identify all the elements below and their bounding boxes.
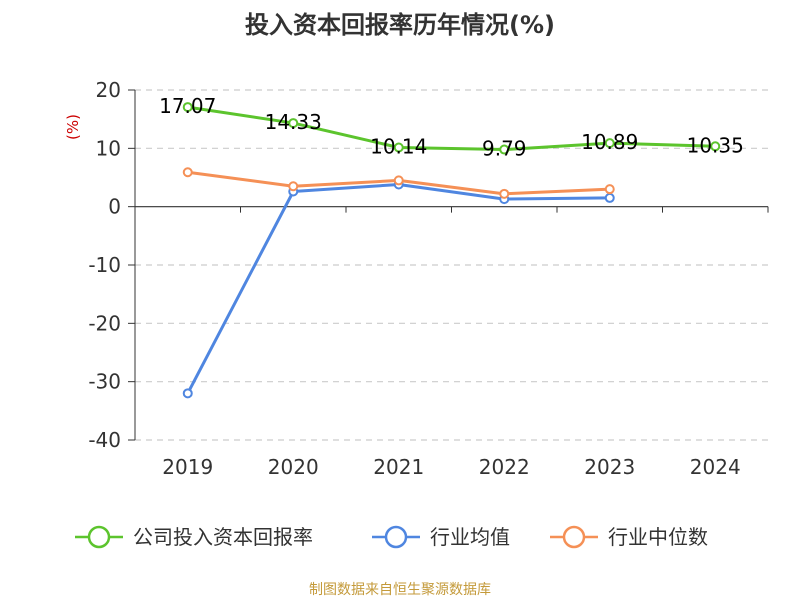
series-points xyxy=(182,102,721,399)
series-line-1 xyxy=(187,105,716,152)
data-point xyxy=(288,118,299,129)
data-point xyxy=(710,141,721,152)
y-tick-label: 20 xyxy=(96,78,121,102)
data-point xyxy=(499,144,510,155)
data-label: 10.14 xyxy=(370,135,427,159)
x-tick-label: 2020 xyxy=(268,455,319,479)
data-point xyxy=(182,102,193,113)
legend-label: 行业中位数 xyxy=(608,525,708,549)
legend-item-1[interactable]: 公司投入资本回报率 xyxy=(75,525,313,549)
data-point xyxy=(604,192,615,203)
data-labels: 17.07 14.33 10.14 9.79 10.89 10.35 xyxy=(159,94,744,160)
data-point xyxy=(604,138,615,149)
data-label: 10.89 xyxy=(581,130,638,154)
legend-label: 公司投入资本回报率 xyxy=(133,525,313,549)
x-tick-label: 2019 xyxy=(162,455,213,479)
series-line-2 xyxy=(186,183,610,395)
data-label: 10.35 xyxy=(687,133,744,157)
y-tick-label: -10 xyxy=(88,253,121,277)
source-note: 制图数据来自恒生聚源数据库 xyxy=(309,582,491,598)
legend-marker-icon xyxy=(562,525,586,549)
legend-marker-icon xyxy=(384,525,408,549)
x-tick-label: 2021 xyxy=(373,455,424,479)
y-tick-label: 10 xyxy=(96,136,121,160)
data-point xyxy=(499,188,510,199)
data-label: 14.33 xyxy=(265,110,322,134)
data-point xyxy=(288,181,299,192)
data-point xyxy=(393,142,404,153)
y-tick-label: -40 xyxy=(88,428,121,452)
x-tick-label: 2023 xyxy=(584,455,635,479)
y-tick-label: -30 xyxy=(88,370,121,394)
data-point xyxy=(182,167,193,178)
chart-title: 投入资本回报率历年情况(%) xyxy=(245,11,555,39)
y-tick-label: 0 xyxy=(108,195,121,219)
data-point xyxy=(182,388,193,399)
data-point xyxy=(604,184,615,195)
legend-label: 行业均值 xyxy=(430,525,510,549)
axes xyxy=(128,89,769,441)
legend-marker-icon xyxy=(87,525,111,549)
y-tick-label: -20 xyxy=(88,311,121,335)
legend-item-2[interactable]: 行业均值 xyxy=(372,525,510,549)
data-point xyxy=(393,175,404,186)
y-axis-unit-label: (%) xyxy=(64,114,82,140)
x-tick-label: 2022 xyxy=(479,455,530,479)
data-label: 9.79 xyxy=(482,137,527,161)
grid-lines xyxy=(135,89,768,441)
x-tick-labels: 2019 2020 2021 2022 2023 2024 xyxy=(162,455,740,479)
y-tick-labels: 20 10 0 -10 -20 -30 -40 xyxy=(88,78,121,452)
legend[interactable]: 公司投入资本回报率 行业均值 行业中位数 xyxy=(75,525,708,549)
legend-item-3[interactable]: 行业中位数 xyxy=(550,525,708,549)
data-label: 17.07 xyxy=(159,94,216,118)
x-tick-label: 2024 xyxy=(690,455,741,479)
